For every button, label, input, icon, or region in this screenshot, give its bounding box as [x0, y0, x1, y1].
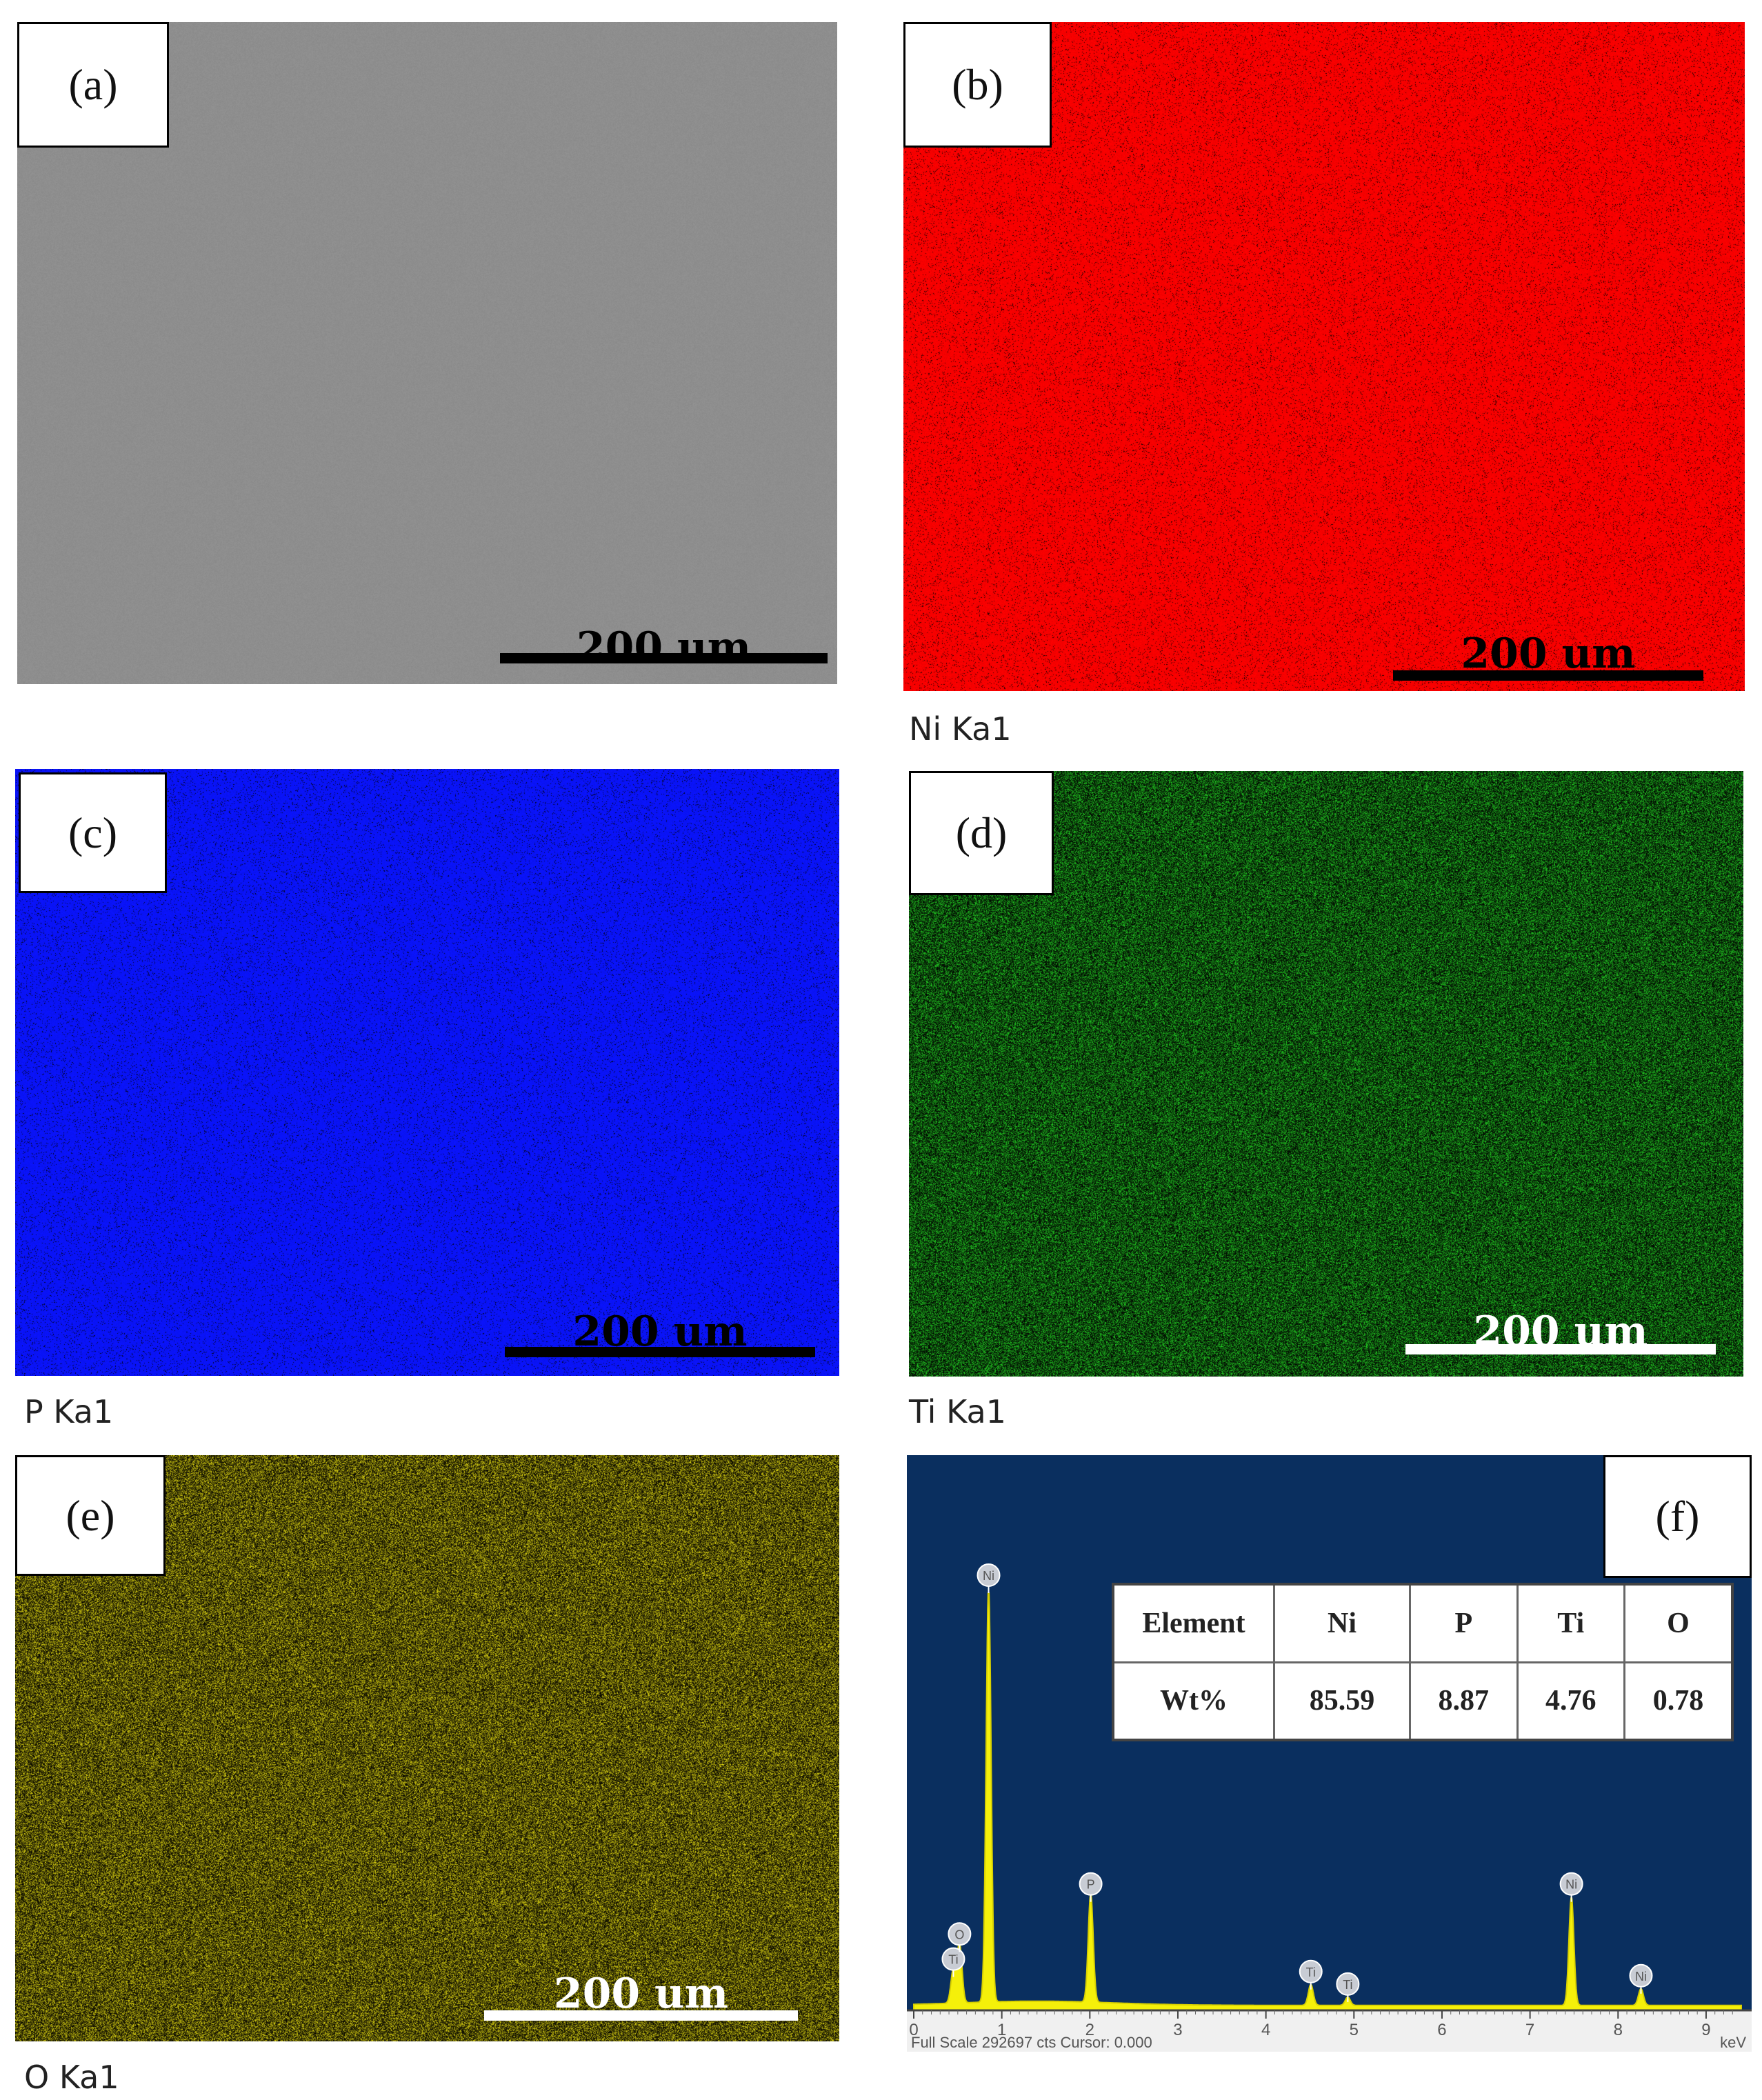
x-tick-label: 6 — [1437, 2021, 1446, 2039]
table-header-cell: Ti — [1516, 1583, 1626, 1663]
panel-d-label: (d) — [909, 771, 1054, 895]
table-header-row: Element Ni P Ti O — [1112, 1583, 1734, 1663]
p-map-panel: (c) 200 um — [15, 769, 839, 1376]
scale-bar-line — [505, 1347, 815, 1357]
peak-label: Ni — [983, 1569, 994, 1583]
peak-label: Ti — [1306, 1966, 1316, 1979]
eds-spectrum-panel: Ti O Ni P Ti Ti Ni Ni 0 1 2 3 4 5 6 7 8 9 keV Full Scale 29… — [907, 1455, 1752, 2052]
composition-table: Element Ni P Ti O Wt% 85.59 8.87 4.76 0.… — [1112, 1583, 1734, 1741]
scale-bar-line — [484, 2010, 798, 2021]
peak-marker — [977, 1563, 1001, 1587]
peak-label: O — [954, 1928, 964, 1941]
ti-map-panel: (d) 200 um — [909, 771, 1743, 1377]
table-cell: 0.78 — [1623, 1661, 1734, 1741]
table-row: Wt% 85.59 8.87 4.76 0.78 — [1112, 1661, 1734, 1741]
table-cell: Wt% — [1112, 1661, 1275, 1741]
scale-bar-c: 200 um — [505, 1303, 815, 1372]
x-unit-label: keV — [1720, 2034, 1746, 2051]
scale-bar-b: 200 um — [1393, 626, 1703, 691]
peak-marker — [948, 1922, 972, 1946]
scale-bar-line — [1393, 670, 1703, 681]
peak-label: Ti — [1343, 1978, 1352, 1992]
table-header-cell: Ni — [1272, 1583, 1412, 1663]
panel-f-label: (f) — [1603, 1455, 1752, 1578]
panel-b-label: (b) — [903, 22, 1052, 148]
o-caption: O Ka1 — [24, 2059, 119, 2096]
peak-label: P — [1087, 1878, 1095, 1892]
scale-bar-label: 200 um — [553, 1970, 729, 2018]
peak-marker — [1559, 1872, 1583, 1896]
scale-bar-a: 200 um — [500, 615, 828, 684]
table-header-cell: Element — [1112, 1583, 1275, 1663]
x-tick-label: 0 — [909, 2021, 918, 2039]
ti-caption: Ti Ka1 — [909, 1393, 1006, 1430]
x-tick-label: 9 — [1701, 2021, 1710, 2039]
sem-image-panel: (a) 200 um — [17, 22, 837, 684]
table-cell: 4.76 — [1516, 1661, 1626, 1741]
o-map-panel: (e) 200 um — [15, 1455, 839, 2041]
x-tick-label: 5 — [1350, 2021, 1359, 2039]
panel-a-label: (a) — [17, 22, 169, 148]
peak-label: Ti — [948, 1953, 958, 1967]
scale-bar-d: 200 um — [1405, 1302, 1716, 1371]
p-caption: P Ka1 — [24, 1393, 114, 1430]
x-tick-label: 4 — [1261, 2021, 1270, 2039]
peak-marker — [941, 1947, 965, 1971]
peak-marker — [1629, 1963, 1653, 1988]
x-tick-label: 3 — [1173, 2021, 1182, 2039]
peak-marker — [1079, 1872, 1103, 1896]
table-cell: 85.59 — [1272, 1661, 1412, 1741]
x-tick-label: 8 — [1614, 2021, 1623, 2039]
peak-label: Ni — [1565, 1878, 1577, 1892]
table-cell: 8.87 — [1409, 1661, 1519, 1741]
panel-c-label: (c) — [19, 772, 167, 893]
scale-bar-label: 200 um — [576, 623, 752, 672]
scale-bar-e: 200 um — [484, 1966, 798, 2034]
peak-marker — [1299, 1959, 1323, 1983]
ni-caption: Ni Ka1 — [909, 710, 1012, 748]
spectrum-footer: Full Scale 292697 cts Cursor: 0.000 — [911, 2034, 1152, 2051]
scale-bar-label: 200 um — [1461, 630, 1636, 678]
x-tick-label: 2 — [1085, 2021, 1094, 2039]
x-tick-label: 1 — [997, 2021, 1006, 2039]
table-header-cell: P — [1409, 1583, 1519, 1663]
table-header-cell: O — [1623, 1583, 1734, 1663]
peak-marker — [1336, 1972, 1360, 1996]
panel-e-label: (e) — [15, 1455, 166, 1576]
ni-map-panel: (b) 200 um — [903, 22, 1745, 691]
scale-bar-line — [500, 653, 828, 663]
scale-bar-line — [1405, 1344, 1716, 1354]
peak-label: Ni — [1635, 1970, 1647, 1983]
x-tick-label: 7 — [1525, 2021, 1534, 2039]
spectrum-curve — [913, 1592, 1742, 2011]
